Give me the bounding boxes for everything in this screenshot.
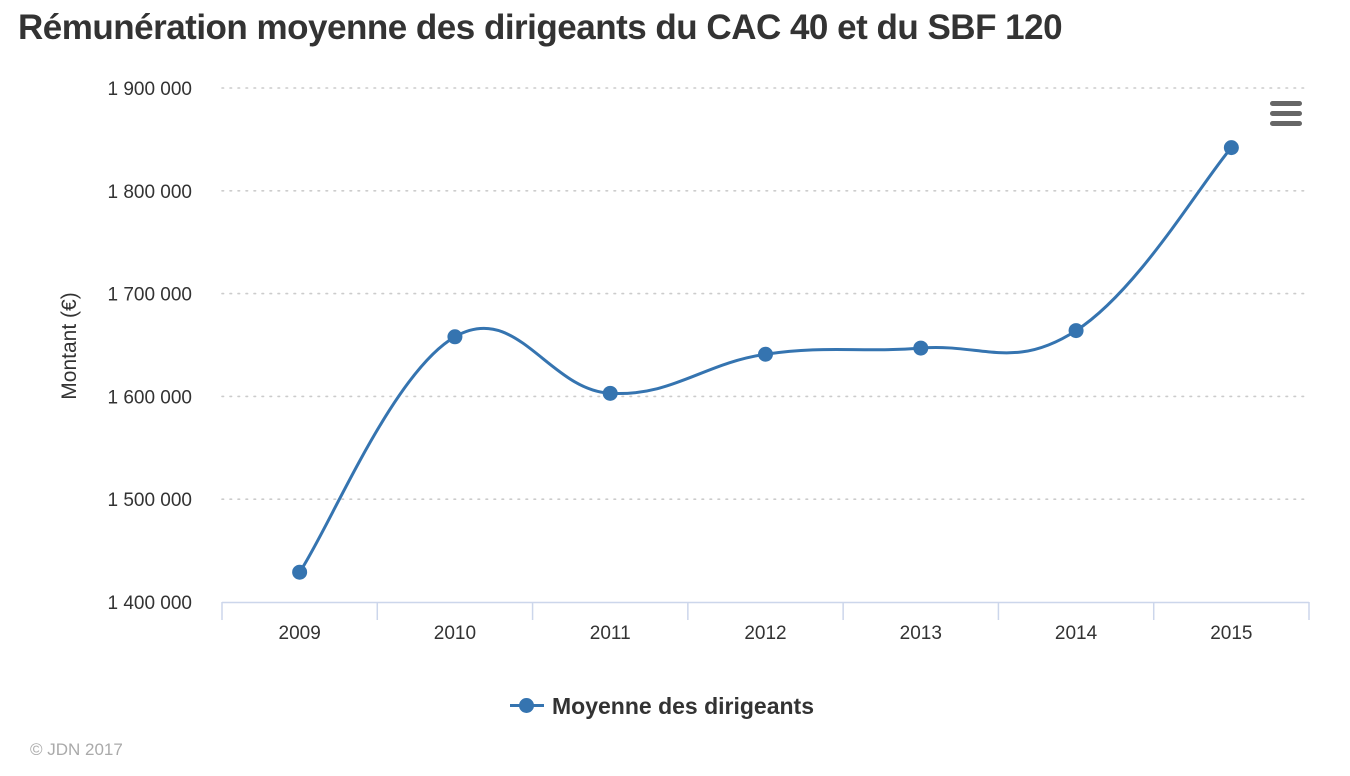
x-tick-label: 2012 xyxy=(744,623,786,644)
y-axis-labels: 1 400 000 1 500 000 1 600 000 1 700 000 1 80… xyxy=(107,79,192,614)
y-tick-label: 1 600 000 xyxy=(107,387,192,408)
legend-label: Moyenne des dirigeants xyxy=(552,692,815,719)
data-point-2012[interactable] xyxy=(758,346,773,362)
y-tick-label: 1 900 000 xyxy=(107,79,192,100)
chart-title: Rémunération moyenne des dirigeants du C… xyxy=(18,8,1063,47)
x-tick-label: 2015 xyxy=(1210,623,1252,644)
legend-symbol-icon xyxy=(510,696,544,716)
x-axis xyxy=(221,601,1310,620)
hamburger-menu-icon-bar-middle xyxy=(1270,111,1302,116)
x-axis-labels: 2009 2010 2011 2012 2013 2014 2015 xyxy=(279,623,1253,644)
data-point-2015[interactable] xyxy=(1223,140,1239,156)
chart-context-menu-button[interactable] xyxy=(1266,96,1306,132)
legend-item[interactable]: Moyenne des dirigeants xyxy=(510,690,814,722)
x-tick-label: 2009 xyxy=(279,623,321,644)
series-moyenne-des-dirigeants[interactable] xyxy=(292,140,1239,580)
x-tick-label: 2014 xyxy=(1055,623,1098,644)
hamburger-menu-icon-bar-top xyxy=(1270,101,1302,106)
line-chart: 1 400 000 1 500 000 1 600 000 1 700 000 1 80… xyxy=(58,79,1310,644)
x-tick-label: 2011 xyxy=(590,623,631,644)
data-point-2010[interactable] xyxy=(447,329,463,345)
x-tick-label: 2010 xyxy=(434,623,476,644)
y-tick-label: 1 500 000 xyxy=(107,490,192,511)
y-tick-label: 1 400 000 xyxy=(107,593,192,614)
x-tick-label: 2013 xyxy=(900,623,942,644)
data-point-2014[interactable] xyxy=(1068,323,1084,339)
data-point-2013[interactable] xyxy=(913,340,929,356)
grid-lines xyxy=(221,87,1310,501)
data-point-2009[interactable] xyxy=(292,564,308,580)
y-tick-label: 1 800 000 xyxy=(107,182,192,203)
credits[interactable]: © JDN 2017 xyxy=(30,740,123,759)
data-point-2011[interactable] xyxy=(602,385,618,401)
y-axis-title: Montant (€) xyxy=(58,292,81,399)
y-tick-label: 1 700 000 xyxy=(107,285,192,306)
hamburger-menu-icon-bar-bottom xyxy=(1270,121,1302,126)
